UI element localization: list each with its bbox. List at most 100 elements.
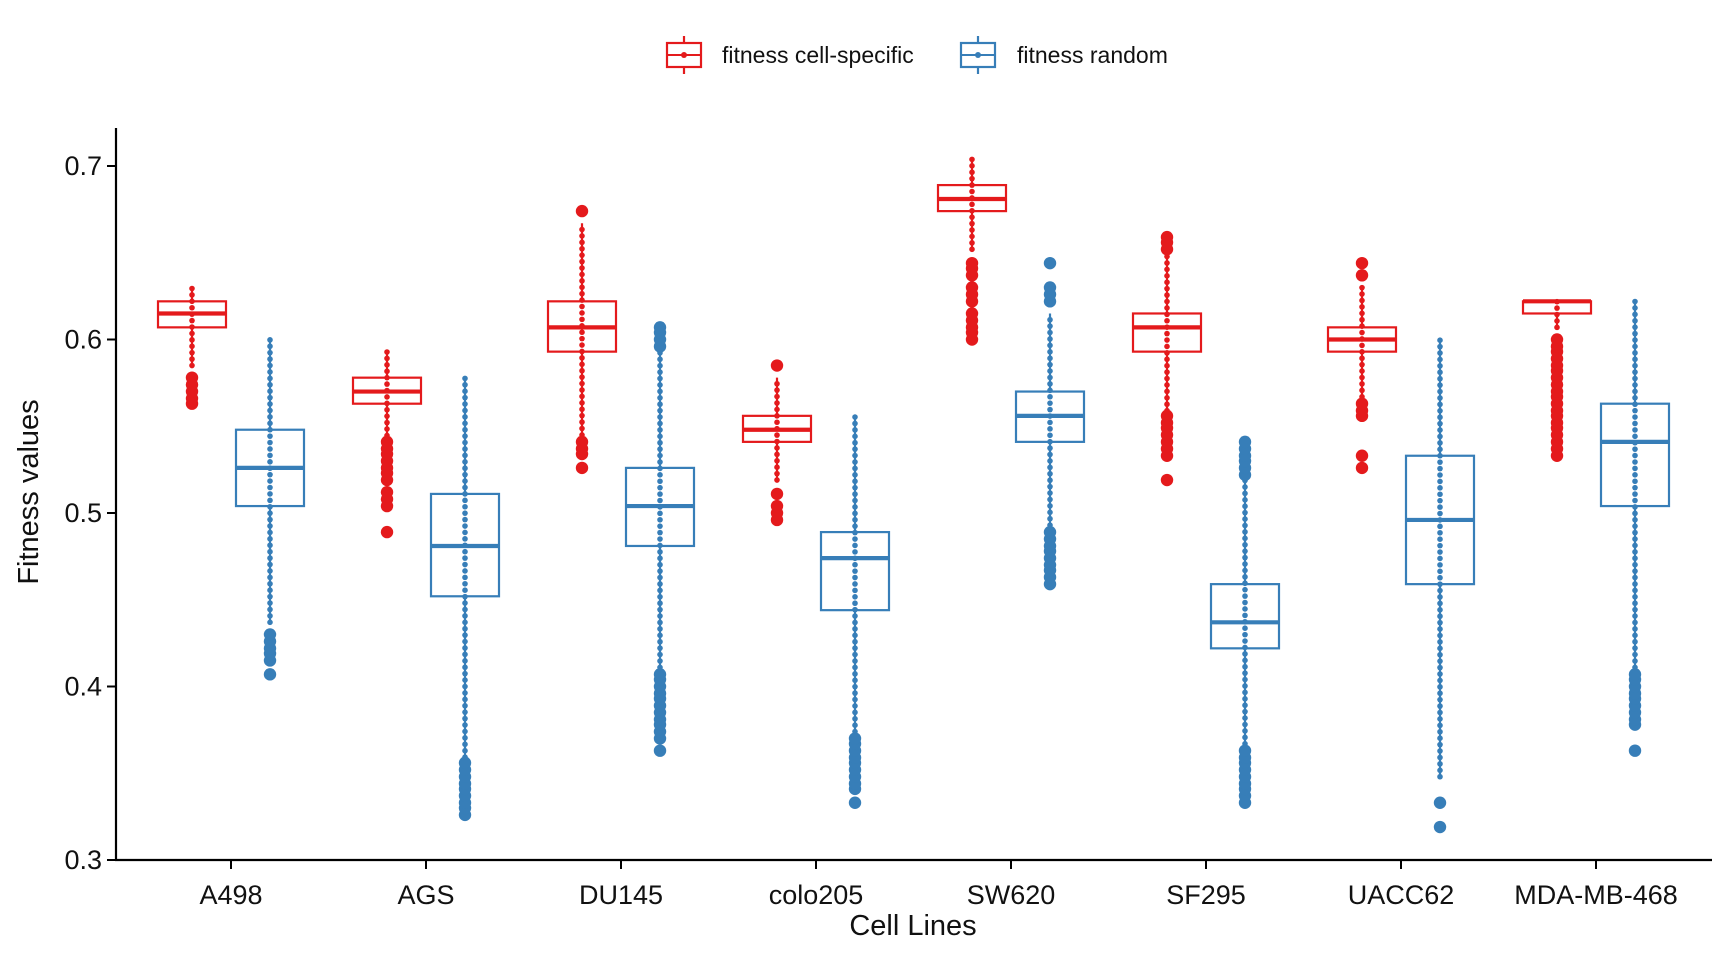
data-dot: [267, 574, 273, 581]
data-dot: [1437, 497, 1443, 504]
data-dot: [1437, 408, 1443, 414]
data-dot: [1242, 696, 1248, 702]
data-dot: [1242, 586, 1248, 593]
data-dot: [1632, 465, 1638, 472]
data-dot: [1164, 330, 1170, 337]
x-tick-label: SF295: [1166, 880, 1246, 910]
data-dot: [462, 433, 468, 439]
data-dot: [774, 445, 780, 451]
data-dot: [1242, 670, 1248, 676]
data-dot: [579, 374, 585, 380]
data-dot: [579, 239, 585, 246]
data-dot: [657, 439, 663, 446]
data-dot: [384, 406, 390, 413]
data-dot: [462, 677, 468, 683]
outlier-point: [1238, 435, 1252, 449]
data-dot: [1164, 401, 1170, 408]
data-dot: [1632, 407, 1638, 414]
data-dot: [852, 696, 858, 703]
data-dot: [1632, 626, 1638, 632]
data-dot: [1632, 388, 1638, 395]
data-dot: [774, 464, 780, 470]
data-dot: [462, 523, 468, 529]
data-dot: [462, 529, 468, 536]
data-dot: [579, 278, 585, 284]
data-dot: [462, 548, 468, 555]
data-dot: [1242, 625, 1248, 632]
data-dot: [189, 324, 195, 330]
data-dot: [1242, 535, 1248, 542]
data-dot: [462, 696, 468, 703]
data-dot: [774, 470, 780, 477]
data-dot: [1242, 516, 1248, 522]
outlier-point: [848, 732, 862, 745]
data-dot: [462, 452, 468, 459]
data-dot: [1047, 393, 1053, 400]
data-dot: [1437, 382, 1443, 388]
data-dot: [462, 407, 468, 414]
data-dot: [1359, 304, 1365, 310]
data-dot: [267, 401, 273, 407]
data-dot: [579, 425, 585, 432]
data-dot: [1242, 644, 1248, 651]
legend-key-fitness-random: [959, 36, 997, 74]
y-tick-label: 0.5: [64, 498, 102, 528]
data-dot: [462, 613, 468, 619]
data-dot: [1359, 342, 1365, 349]
data-dot: [1047, 406, 1053, 413]
y-tick-label: 0.4: [64, 672, 102, 702]
data-dot: [852, 478, 858, 485]
data-dot: [774, 451, 780, 458]
data-dot: [1359, 374, 1365, 381]
data-dot: [1047, 329, 1053, 336]
data-dot: [1632, 324, 1638, 330]
data-dot: [462, 702, 468, 709]
data-dot: [462, 381, 468, 388]
data-dot: [462, 555, 468, 561]
data-dot: [1047, 483, 1053, 490]
data-dot: [462, 375, 468, 382]
data-dot: [1242, 618, 1248, 625]
data-dot: [579, 355, 585, 361]
data-dot: [462, 658, 468, 664]
data-dot: [1047, 374, 1053, 381]
data-dot: [1047, 496, 1053, 503]
data-dot: [579, 419, 585, 425]
data-dot: [462, 664, 468, 671]
data-dot: [1554, 311, 1560, 318]
data-dot: [1242, 574, 1248, 580]
data-dot: [1242, 734, 1248, 741]
data-dot: [267, 536, 273, 542]
data-dot: [852, 446, 858, 452]
data-dot: [774, 432, 780, 438]
data-dot: [1359, 323, 1365, 329]
x-tick-label: colo205: [769, 880, 864, 910]
y-tick-label: 0.6: [64, 325, 102, 355]
data-dot: [1359, 381, 1365, 387]
data-dot: [1632, 305, 1638, 311]
outlier-point: [380, 485, 394, 499]
data-dot: [1047, 477, 1053, 484]
data-dot: [1242, 708, 1248, 715]
data-dot: [657, 542, 663, 549]
data-dot: [1437, 748, 1443, 754]
data-dot: [852, 568, 858, 574]
data-dot: [1242, 606, 1248, 612]
data-dot: [1437, 363, 1443, 369]
data-dot: [189, 311, 195, 317]
data-dot: [1632, 574, 1638, 581]
data-dot: [1242, 554, 1248, 561]
data-dot: [267, 394, 273, 401]
data-dot: [1242, 728, 1248, 734]
box-UACC62-random: [1404, 337, 1476, 834]
data-dot: [1437, 478, 1443, 485]
data-dot: [267, 349, 273, 356]
data-dot: [462, 561, 468, 568]
data-dot: [774, 477, 780, 483]
x-tick-label: SW620: [967, 880, 1056, 910]
data-dot: [384, 381, 390, 387]
data-dot: [657, 613, 663, 619]
data-dot: [1047, 451, 1053, 458]
data-dot: [1359, 387, 1365, 394]
